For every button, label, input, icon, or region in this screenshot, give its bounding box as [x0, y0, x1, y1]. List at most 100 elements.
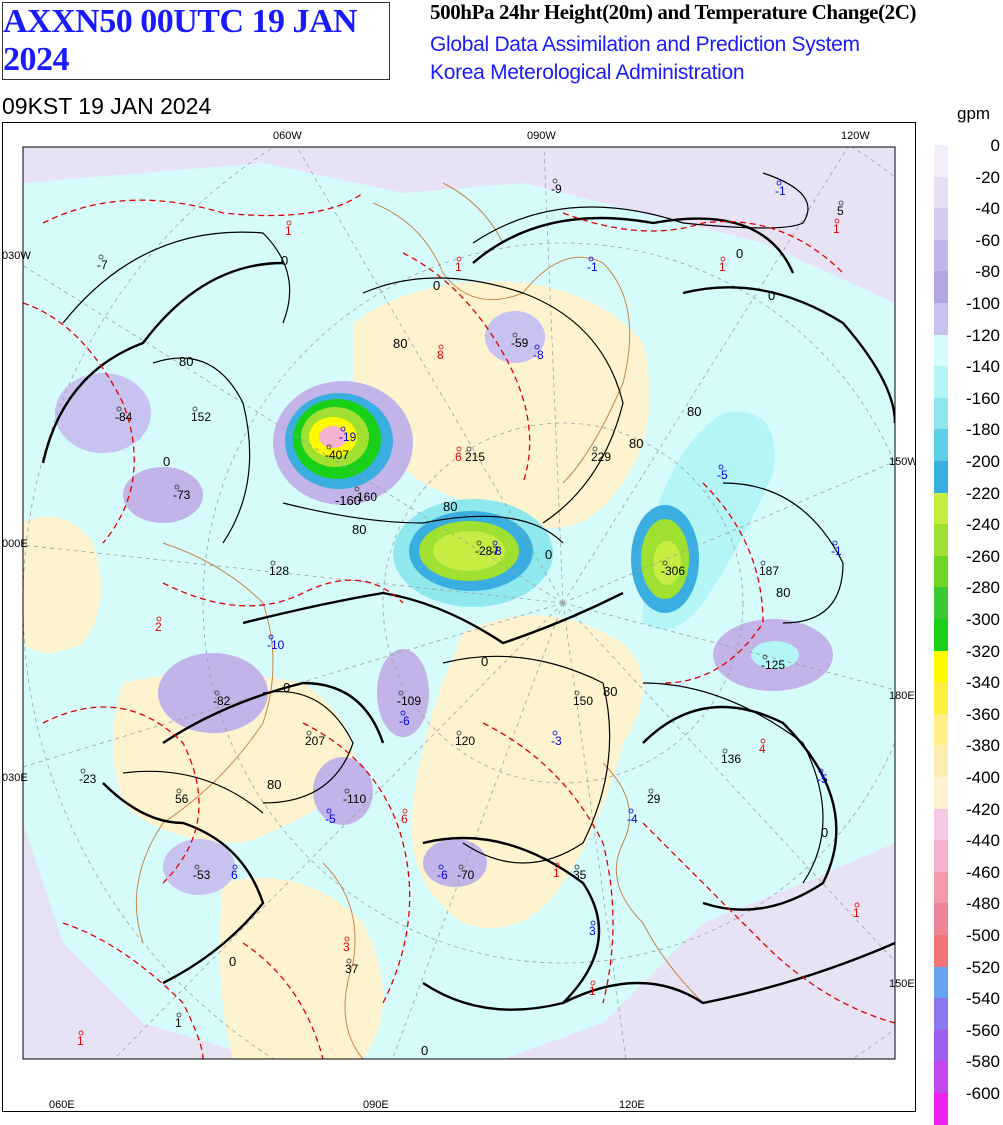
legend-label: -60: [975, 230, 1000, 250]
legend-swatch: [934, 555, 948, 588]
station-marker: [648, 788, 654, 794]
station-marker: [662, 560, 668, 566]
legend-label: -440: [965, 831, 1000, 851]
station-value: 1: [77, 1034, 84, 1048]
station-value: 152: [191, 410, 211, 424]
legend-swatch: [934, 998, 948, 1030]
map-plot-area: 0 0 0 0 0 0 0 0 0 0 0 80 80 80 80 80 80 …: [23, 147, 895, 1059]
station-marker: [718, 464, 724, 470]
lon-label-top: 090W: [527, 130, 556, 142]
legend-row: -60: [934, 231, 1003, 272]
org-line-1: Global Data Assimilation and Prediction …: [430, 33, 860, 56]
station-value: -19: [339, 430, 357, 444]
legend-label: -120: [965, 325, 1000, 345]
station-marker: [80, 768, 86, 774]
station-value: -10: [267, 638, 285, 652]
lon-label-right: 150W: [889, 456, 915, 468]
legend-row: -40: [934, 199, 1003, 240]
legend-row: -340: [934, 673, 1003, 714]
shade-tan-north: [353, 281, 650, 528]
station-marker: [400, 710, 406, 716]
station-marker: [344, 936, 350, 942]
shade-neg-82: [158, 653, 268, 733]
station-value: 207: [305, 734, 325, 748]
contour-label: 80: [352, 522, 366, 537]
station-marker: [776, 180, 782, 186]
contour-label: 0: [821, 825, 828, 840]
legend-row: -280: [934, 578, 1003, 619]
contour-label: 80: [443, 499, 457, 514]
station-marker: [760, 738, 766, 744]
legend-swatch: [934, 1061, 948, 1093]
coastlines: [135, 182, 704, 1059]
org-line-2: Korea Meterological Administration: [430, 61, 745, 84]
station-marker: [286, 220, 292, 226]
legend-row: -240: [934, 515, 1003, 556]
legend-row: -300: [934, 610, 1003, 651]
legend-swatch: [934, 682, 948, 714]
longitude-labels: 060W 090W 120W 030W 000E 030E 060E 090E …: [3, 130, 915, 1111]
station-marker: [354, 486, 360, 492]
shade-neg-73: [123, 467, 203, 523]
legend-row: -260: [934, 547, 1003, 588]
legend-row: -200: [934, 452, 1003, 493]
contour-label: 0: [229, 954, 236, 969]
legend-swatch: [934, 492, 948, 525]
legend-row: -120: [934, 326, 1003, 367]
station-value: -84: [115, 410, 133, 424]
legend-label: -100: [965, 294, 1000, 313]
station-value: 1: [553, 866, 560, 880]
legend-row: -320: [934, 642, 1003, 683]
station-value: 215: [465, 450, 485, 464]
station-marker: [78, 1030, 84, 1036]
station-marker: [438, 344, 444, 350]
station-value: 35: [573, 868, 587, 882]
legend-swatch: [934, 208, 948, 240]
legend-swatch: [934, 777, 948, 809]
contour-label: 0: [736, 246, 743, 261]
legend-label: 0: [990, 136, 1000, 155]
legend-label: -360: [965, 704, 1000, 724]
shade-tan-sw: [219, 878, 383, 1059]
station-marker: [552, 178, 558, 184]
station-value: 5: [837, 204, 844, 218]
station-value: 3: [343, 940, 350, 954]
shade-tan-left: [23, 516, 101, 653]
station-value: -5: [325, 812, 336, 826]
station-value: -6: [399, 714, 410, 728]
legend-label: -500: [965, 926, 1000, 945]
station-value: -5: [717, 468, 728, 482]
station-marker: [854, 902, 860, 908]
station-marker: [818, 768, 824, 774]
legend-label: -20: [975, 167, 1000, 187]
legend-swatch: [934, 619, 948, 651]
lon-label-right: 180E: [889, 690, 915, 702]
legend-row: -580: [934, 1052, 1003, 1093]
contour-label: 0: [545, 547, 552, 562]
station-marker: [344, 788, 350, 794]
shade-neg-125-core: [751, 641, 799, 669]
station-value: -8: [491, 544, 502, 558]
contour-label: 80: [603, 684, 617, 699]
station-marker: [268, 634, 274, 640]
station-marker: [176, 1012, 182, 1018]
station-value: -23: [79, 772, 97, 786]
station-marker: [838, 200, 844, 206]
lon-label-top: 060W: [273, 130, 302, 142]
map-svg: 0 0 0 0 0 0 0 0 0 0 0 80 80 80 80 80 80 …: [3, 123, 915, 1111]
station-marker: [492, 540, 498, 546]
station-marker: [456, 256, 462, 262]
station-marker: [458, 864, 464, 870]
lon-label-top: 120W: [841, 130, 870, 142]
station-value: -3: [551, 734, 562, 748]
station-value: -73: [173, 488, 191, 502]
legend-label: -380: [965, 736, 1000, 756]
legend-row: -180: [934, 420, 1003, 461]
station-value: -287: [475, 544, 499, 558]
legend-row: -220: [934, 484, 1003, 525]
contour-label: 0: [163, 454, 170, 469]
lon-label-left: 000E: [3, 538, 28, 550]
station-marker: [456, 730, 462, 736]
station-marker: [340, 426, 346, 432]
